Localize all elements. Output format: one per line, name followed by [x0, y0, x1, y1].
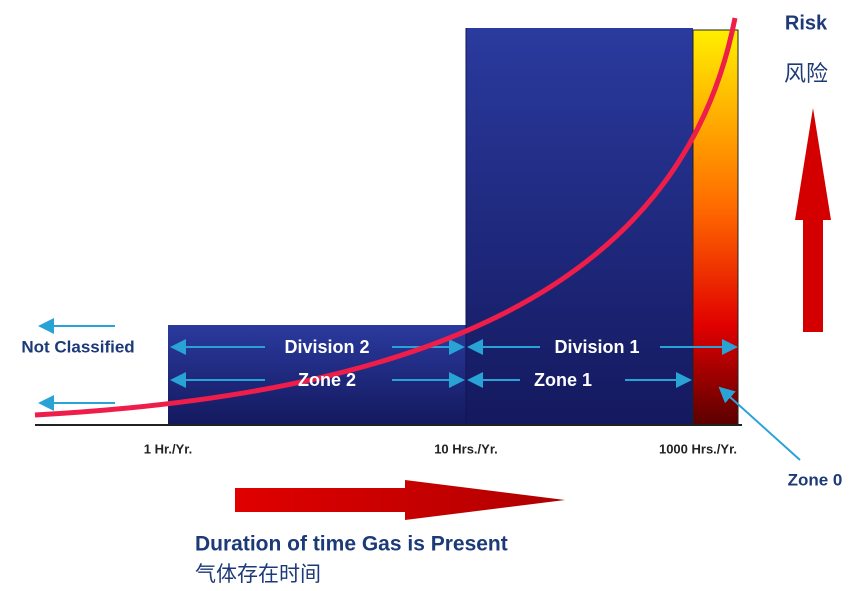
duration-arrow: [235, 480, 565, 520]
division-label: Division 1: [554, 337, 639, 357]
zone-label: Zone 1: [534, 370, 592, 390]
axis-title: Duration of time Gas is Present: [195, 533, 508, 556]
zone-0-block: [692, 29, 739, 426]
division-2-block: [168, 325, 466, 425]
risk-curve: [34, 17, 738, 418]
risk-label: Risk: [785, 12, 828, 34]
division-label: Division 2: [284, 337, 369, 357]
arrow: [718, 386, 801, 461]
risk-label-cn: 风险: [784, 62, 828, 87]
tick-label: 10 Hrs./Yr.: [434, 441, 498, 456]
not-classified: Not Classified: [21, 337, 134, 356]
zone-label: Zone 2: [298, 370, 356, 390]
tick-label: 1000 Hrs./Yr.: [659, 441, 737, 456]
axis-title-cn: 气体存在时间: [195, 562, 321, 586]
risk-arrow: [795, 108, 831, 332]
division-1-block: [466, 28, 693, 425]
tick-label: 1 Hr./Yr.: [144, 441, 192, 456]
zone-0-label: Zone 0: [788, 470, 843, 489]
